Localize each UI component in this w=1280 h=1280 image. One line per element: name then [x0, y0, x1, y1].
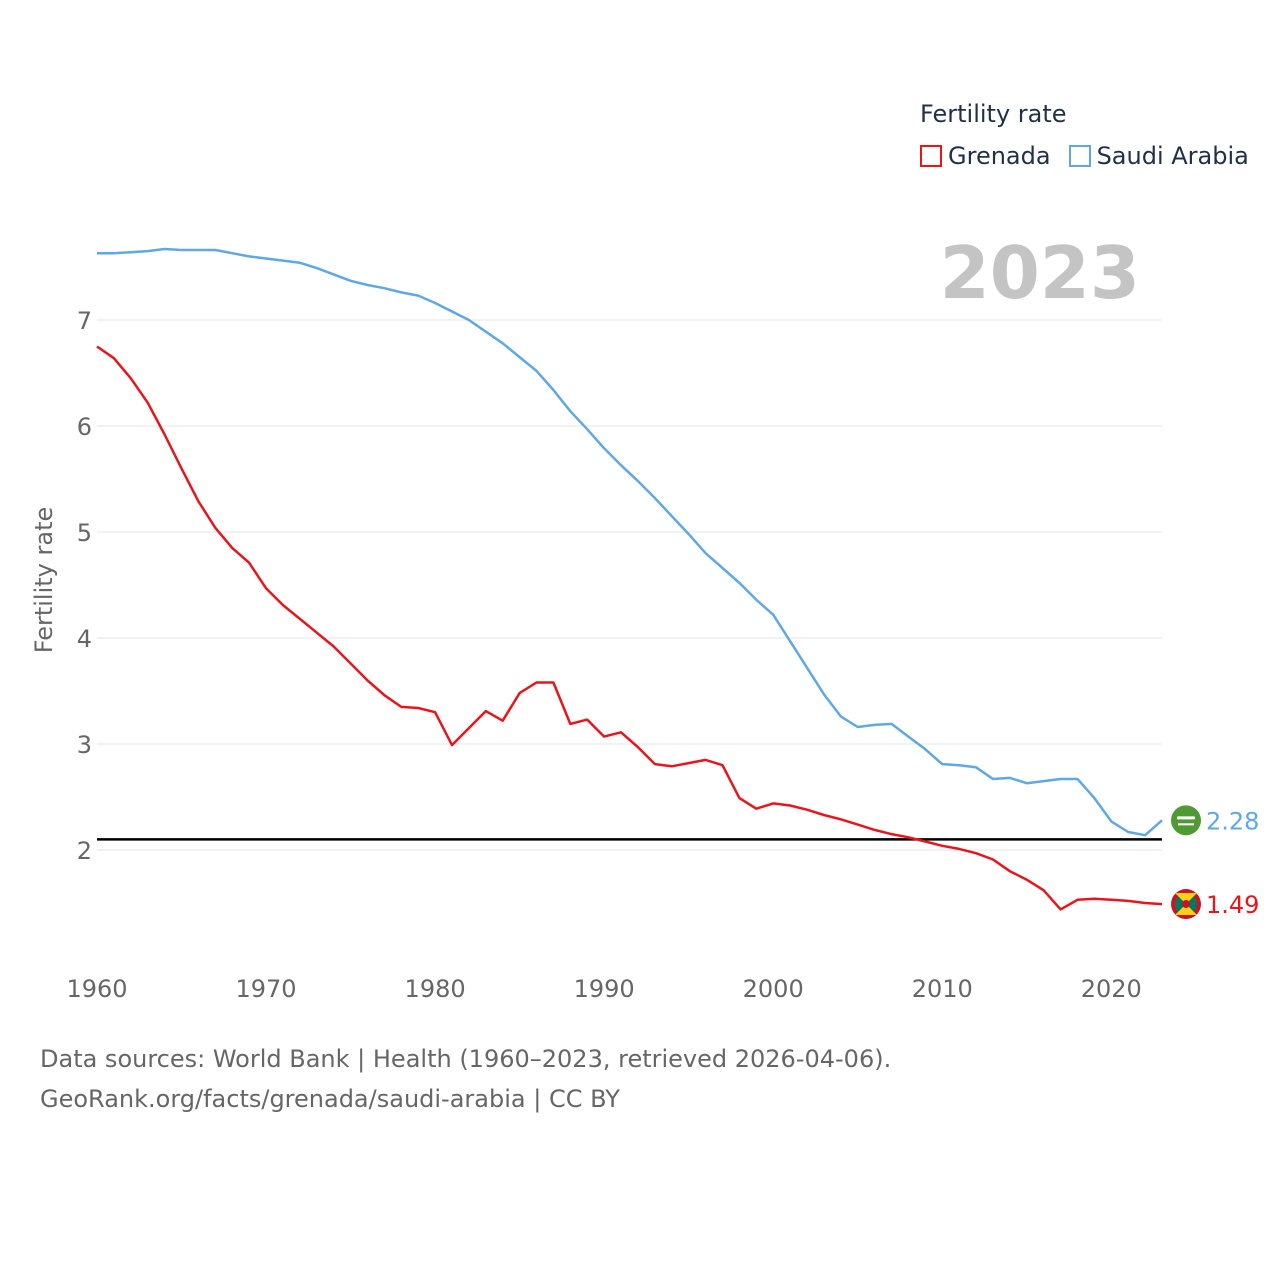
legend-swatch-grenada	[920, 145, 942, 167]
end-markers: 1.49 2.28	[1171, 805, 1259, 920]
y-tick-label-5: 5	[77, 519, 92, 547]
data-sources: Data sources: World Bank | Health (1960–…	[40, 1045, 892, 1073]
x-tick-label-2020: 2020	[1081, 975, 1142, 1003]
flag-triangle-bottom	[1175, 904, 1197, 916]
x-tick-label-1990: 1990	[574, 975, 635, 1003]
axis-ticks: 2 3 4 5 6 7 1960 1970 1980 1990 2000 2010 2020	[66, 307, 1141, 1003]
legend: Grenada Saudi Arabia	[920, 142, 1267, 170]
end-label-saudi-arabia: 2.28	[1206, 807, 1259, 835]
x-tick-label-1980: 1980	[405, 975, 466, 1003]
grid-lines	[97, 319, 1162, 851]
flag-script	[1177, 816, 1195, 820]
y-tick-label-6: 6	[77, 413, 92, 441]
y-tick-label-2: 2	[77, 837, 92, 865]
legend-item-saudi-arabia[interactable]: Saudi Arabia	[1068, 142, 1249, 170]
year-label: 2023	[940, 231, 1140, 315]
flag-center	[1182, 900, 1190, 909]
y-tick-label-3: 3	[77, 731, 92, 759]
source-link[interactable]: GeoRank.org/facts/grenada/saudi-arabia |…	[40, 1085, 620, 1113]
x-tick-label-1960: 1960	[66, 975, 127, 1003]
x-tick-label-2000: 2000	[743, 975, 804, 1003]
legend-item-grenada[interactable]: Grenada	[920, 142, 1051, 170]
flag-icon-saudi-arabia	[1171, 805, 1201, 836]
flag-sword	[1178, 823, 1194, 826]
series-line-grenada	[96, 345, 1163, 911]
flag-icon-grenada	[1171, 889, 1201, 920]
series-line-saudi-arabia	[97, 247, 1163, 837]
legend-title: Fertility rate	[920, 100, 1067, 128]
x-tick-label-2010: 2010	[912, 975, 973, 1003]
series-lines	[96, 247, 1163, 911]
legend-swatch-saudi-arabia	[1068, 145, 1091, 167]
x-tick-label-1970: 1970	[236, 975, 297, 1003]
legend-label-saudi-arabia: Saudi Arabia	[1096, 142, 1249, 170]
flag-triangle-top	[1175, 893, 1197, 905]
legend-label-grenada: Grenada	[948, 142, 1051, 170]
y-tick-label-4: 4	[77, 625, 92, 653]
y-tick-label-7: 7	[77, 307, 92, 335]
end-label-grenada: 1.49	[1206, 891, 1259, 919]
flag-field	[1171, 805, 1201, 836]
y-axis-label: Fertility rate	[30, 507, 58, 654]
